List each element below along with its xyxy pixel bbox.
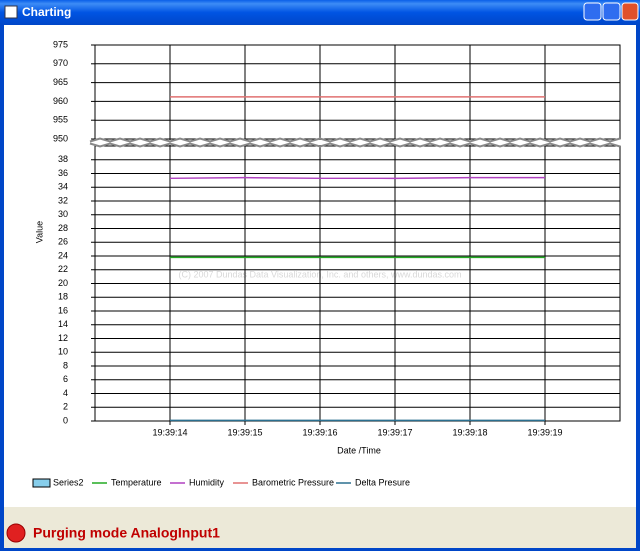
x-tick-label: 19:39:17 [377, 427, 412, 437]
close-button[interactable] [621, 2, 639, 21]
y2-tick-label: 955 [53, 115, 68, 125]
maximize-button[interactable] [602, 2, 621, 21]
y-tick-label: 30 [58, 209, 68, 219]
y2-tick-label: 975 [53, 39, 68, 49]
y-axis-title: Value [34, 221, 44, 243]
y-tick-label: 4 [63, 388, 68, 398]
y-tick-label: 6 [63, 374, 68, 384]
legend-label: Delta Presure [355, 477, 410, 487]
status-indicator [6, 523, 26, 543]
y-tick-label: 26 [58, 237, 68, 247]
x-axis-title: Date /Time [337, 445, 381, 455]
y-tick-label: 0 [63, 415, 68, 425]
x-tick-label: 19:39:15 [227, 427, 262, 437]
chart: Date /Time Value (C) 2007 Dundas Data Vi… [32, 39, 625, 488]
app-icon [4, 5, 18, 19]
x-tick-label: 19:39:18 [452, 427, 487, 437]
y2-tick-label: 950 [53, 133, 68, 143]
y-tick-label: 18 [58, 292, 68, 302]
y-tick-label: 2 [63, 402, 68, 412]
axis-break [89, 142, 621, 148]
axis-break-gap [90, 140, 625, 145]
y-tick-label: 38 [58, 154, 68, 164]
minimize-button[interactable] [583, 2, 602, 21]
series-line [169, 176, 545, 180]
y-tick-label: 16 [58, 305, 68, 315]
y-tick-label: 32 [58, 195, 68, 205]
y-tick-label: 24 [58, 250, 68, 260]
legend-swatch [32, 478, 51, 488]
x-tick-label: 19:39:14 [152, 427, 187, 437]
y-tick-label: 8 [63, 360, 68, 370]
y2-tick-label: 970 [53, 58, 68, 68]
window-title: Charting [22, 5, 71, 19]
y-tick-label: 20 [58, 278, 68, 288]
y2-tick-label: 960 [53, 96, 68, 106]
y2-tick-label: 965 [53, 77, 68, 87]
y-tick-label: 10 [58, 347, 68, 357]
y-tick-label: 14 [58, 319, 68, 329]
x-tick-label: 19:39:19 [527, 427, 562, 437]
legend-label: Series2 [53, 477, 84, 487]
y-tick-label: 12 [58, 333, 68, 343]
status-area [4, 507, 636, 548]
y-tick-label: 34 [58, 182, 68, 192]
title-bar [0, 0, 640, 25]
y-tick-label: 36 [58, 168, 68, 178]
legend-label: Barometric Pressure [252, 477, 334, 487]
x-tick-label: 19:39:16 [302, 427, 337, 437]
legend-label: Temperature [111, 477, 162, 487]
status-text: Purging mode AnalogInput1 [33, 525, 220, 541]
y-tick-label: 22 [58, 264, 68, 274]
axis-break [89, 137, 621, 143]
y-tick-label: 28 [58, 223, 68, 233]
legend-label: Humidity [189, 477, 225, 487]
